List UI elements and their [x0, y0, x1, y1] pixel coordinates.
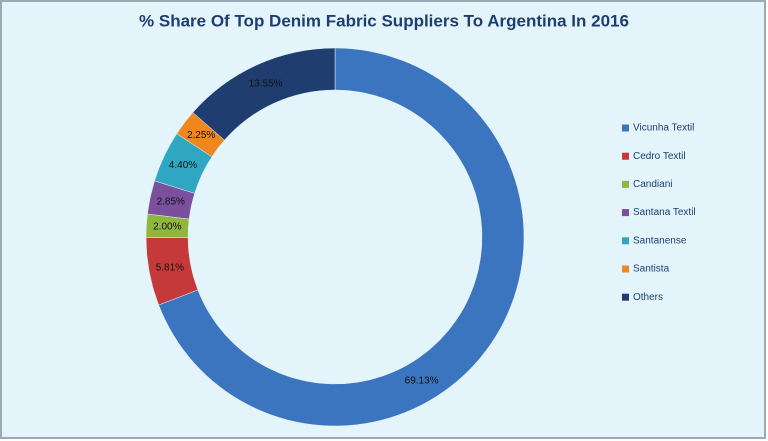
data-label: 2.25%: [187, 130, 215, 141]
data-label: 2.00%: [153, 222, 181, 233]
donut-segment: [192, 47, 336, 141]
legend-label: Santana Textil: [633, 207, 696, 218]
legend-swatch: [622, 265, 629, 273]
chart-title: % Share Of Top Denim Fabric Suppliers To…: [139, 11, 629, 30]
donut-segment: [158, 47, 525, 427]
legend-swatch: [622, 209, 629, 217]
legend-swatch: [622, 124, 629, 132]
legend-swatch: [622, 180, 629, 188]
data-label: 69.13%: [405, 376, 439, 387]
legend-label: Santanense: [633, 235, 687, 246]
legend-swatch: [622, 237, 629, 245]
data-label: 5.81%: [156, 263, 184, 274]
legend-swatch: [622, 152, 629, 160]
legend-swatch: [622, 293, 629, 301]
legend-label: Candiani: [633, 179, 672, 190]
legend-label: Vicunha Textil: [633, 123, 694, 134]
data-label: 13.55%: [249, 79, 283, 90]
legend-label: Others: [633, 292, 663, 303]
legend-label: Santista: [633, 264, 670, 275]
data-label: 4.40%: [169, 160, 197, 171]
legend-label: Cedro Textil: [633, 151, 686, 162]
data-label: 2.85%: [157, 196, 185, 207]
